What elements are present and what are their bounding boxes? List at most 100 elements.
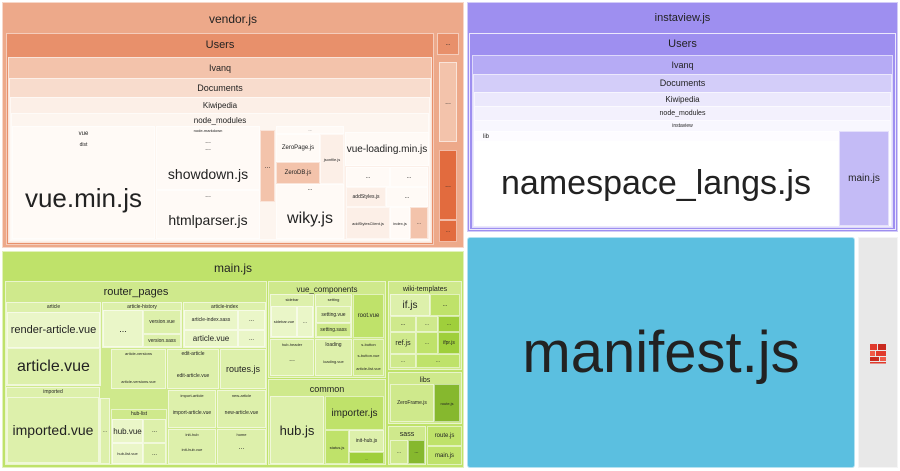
vendor-strip-4[interactable]: ... bbox=[439, 220, 457, 242]
article-index-ellipsis-box-2[interactable]: ... bbox=[238, 330, 265, 347]
wiki-misc-3[interactable]: ... bbox=[416, 316, 438, 332]
sass-route-file[interactable]: route.js bbox=[427, 426, 462, 446]
article-history-ellipsis-box[interactable]: ... bbox=[103, 310, 143, 347]
zeropage-file[interactable]: ZeroPage.js bbox=[276, 134, 320, 162]
import-article-folder[interactable]: import-article import-article.vue bbox=[168, 390, 216, 428]
htmlparser-folder[interactable]: ... htmlparser.js bbox=[156, 190, 260, 239]
common-ellipsis-box[interactable]: ... bbox=[349, 452, 384, 464]
vendor-strip-2[interactable]: ... bbox=[439, 62, 457, 142]
sidebar-ellipsis-box[interactable]: ... bbox=[297, 306, 313, 337]
wiki-templates-label: wiki-templates bbox=[402, 286, 448, 293]
instaview-lib-label: lib bbox=[483, 134, 490, 140]
wiki-misc-2[interactable]: ... bbox=[390, 316, 416, 332]
vue-loading-file[interactable]: vue-loading.min.js bbox=[345, 132, 429, 166]
article-index-ellipsis-box[interactable]: ... bbox=[238, 310, 265, 330]
wiky-folder[interactable]: ... wiky.js bbox=[276, 184, 344, 239]
setting-sass-file[interactable]: setting.sass bbox=[316, 323, 351, 337]
setting-vue-label: setting.vue bbox=[321, 311, 346, 318]
article-index-sass-file[interactable]: article-index.sass bbox=[184, 310, 238, 330]
status-file[interactable]: status.js bbox=[325, 430, 349, 464]
vendor-mini-4[interactable]: ... bbox=[410, 207, 428, 239]
article-index-ellipsis-2: ... bbox=[248, 335, 254, 342]
version-vue-file[interactable]: version.vue bbox=[143, 310, 181, 334]
hub-vue-file[interactable]: hub.vue bbox=[112, 419, 143, 443]
vendor-strip-4-ellipsis: ... bbox=[445, 228, 451, 234]
sass-misc-2[interactable]: ... bbox=[408, 440, 425, 464]
sass-main-file[interactable]: main.js bbox=[427, 446, 462, 465]
libs-route-file[interactable]: route.js bbox=[434, 384, 460, 422]
wiki-misc-6[interactable]: ... bbox=[390, 354, 416, 368]
wiki-misc-1[interactable]: ... bbox=[430, 294, 460, 316]
home-folder[interactable]: home ... bbox=[217, 429, 266, 464]
instaview-main-file[interactable]: main.js bbox=[839, 131, 889, 226]
article-index-label: article-index bbox=[211, 304, 238, 310]
article-index-vue-file[interactable]: article.vue bbox=[184, 330, 238, 347]
zeroframe-file[interactable]: ZeroFrame.js bbox=[390, 384, 434, 422]
libs-label: libs bbox=[419, 377, 431, 384]
addstylesclient-label: addStylesClient.js bbox=[352, 220, 384, 226]
addstylesclient-file[interactable]: addStylesClient.js bbox=[346, 207, 390, 239]
init-hub-js-file[interactable]: init-hub.js bbox=[349, 430, 384, 452]
htmlparser-label: htmlparser.js bbox=[168, 212, 248, 228]
init-hub-folder[interactable]: init-hub init-hub.vue bbox=[168, 429, 216, 464]
s-button-folder[interactable]: s-button s-button.vue article-list.vue bbox=[353, 339, 384, 376]
sass-misc-1[interactable]: ... bbox=[390, 440, 408, 464]
wiki-misc-7[interactable]: ... bbox=[416, 354, 460, 368]
wiky-label: wiky.js bbox=[287, 210, 333, 227]
namespace-langs-file[interactable]: namespace_langs.js bbox=[474, 141, 838, 226]
hub-list-vue-file[interactable]: hub-list.vue bbox=[112, 443, 143, 464]
vendor-mini-2[interactable]: ... bbox=[390, 167, 428, 187]
article-vue-file[interactable]: article.vue bbox=[7, 348, 100, 385]
vendor-mini-1-ellipsis: ... bbox=[365, 174, 371, 180]
article-label: article bbox=[46, 304, 61, 310]
setting-sass-label: setting.sass bbox=[320, 327, 347, 333]
hub-list-ellipsis-box[interactable]: ... bbox=[143, 419, 166, 443]
zerodb-file[interactable]: ZeroDB.js bbox=[276, 162, 320, 184]
ref-js-file[interactable]: ref.js bbox=[390, 332, 416, 354]
vendor-mini-1[interactable]: ... bbox=[346, 167, 390, 187]
vendor-strip-1[interactable]: ... bbox=[437, 33, 459, 55]
wiki-misc-2-ellipsis: ... bbox=[400, 321, 406, 327]
edit-article-folder[interactable]: edit-article edit-article.vue bbox=[167, 349, 219, 389]
vue-label: vue bbox=[78, 131, 89, 137]
sass-misc-2-ellipsis: ... bbox=[414, 449, 419, 455]
vue-folder[interactable]: vue dist vue.min.js bbox=[12, 126, 155, 239]
router-misc-1[interactable]: ... bbox=[100, 398, 110, 464]
hub-list-ellipsis-box-2[interactable]: ... bbox=[143, 443, 166, 464]
new-article-folder[interactable]: new-article new-article.vue bbox=[217, 390, 266, 428]
hub-js-file[interactable]: hub.js bbox=[270, 396, 324, 464]
wiki-misc-3-ellipsis: ... bbox=[424, 321, 430, 327]
addstyles-file[interactable]: addStyles.js bbox=[346, 187, 386, 207]
version-sass-file[interactable]: version.sass bbox=[143, 334, 181, 347]
routes-file[interactable]: routes.js bbox=[220, 349, 266, 389]
loading-folder[interactable]: loading loading.vue bbox=[315, 339, 352, 376]
wiki-misc-4[interactable]: ... bbox=[438, 316, 460, 332]
ifpr-js-file[interactable]: ifpr.js bbox=[438, 332, 460, 354]
import-article-label: import-article bbox=[180, 393, 204, 398]
root-vue-file[interactable]: root.vue bbox=[353, 294, 384, 338]
render-article-label: render-article.vue bbox=[10, 324, 97, 336]
wiki-misc-7-ellipsis: ... bbox=[435, 358, 441, 364]
hub-js-label: hub.js bbox=[279, 422, 315, 438]
small-chunk[interactable] bbox=[858, 237, 898, 468]
article-versions-folder[interactable]: article-versions article-versions.vue bbox=[111, 349, 166, 389]
manifest-bundle[interactable]: manifest.js bbox=[467, 237, 855, 468]
vendor-strip-3[interactable]: ... bbox=[439, 150, 457, 220]
wiki-misc-5[interactable]: ... bbox=[416, 332, 438, 354]
setting-vue-file[interactable]: setting.vue bbox=[316, 306, 351, 323]
if-js-file[interactable]: if.js bbox=[390, 294, 430, 316]
vendor-mini-3[interactable]: ... bbox=[386, 187, 428, 207]
instaview-main-label: main.js bbox=[848, 173, 880, 184]
jsonfile-file[interactable]: jsonfile.js bbox=[320, 134, 344, 184]
showdown-folder[interactable]: node-markdown ... ... showdown.js bbox=[156, 126, 260, 190]
vendor-strip-3-ellipsis: ... bbox=[445, 181, 451, 189]
zeropage-folder[interactable]: ... bbox=[276, 126, 344, 134]
render-article-file[interactable]: render-article.vue bbox=[7, 312, 100, 348]
index-file[interactable]: index.js bbox=[390, 207, 410, 239]
sidebar-vue-file[interactable]: sidebar.vue bbox=[271, 306, 297, 337]
libs-route-label: route.js bbox=[440, 400, 454, 406]
vendor-misc-1[interactable]: ... bbox=[260, 130, 275, 202]
importer-file[interactable]: importer.js bbox=[325, 396, 384, 430]
imported-vue-file[interactable]: imported.vue bbox=[7, 397, 99, 463]
hub-header-folder[interactable]: hub-header ... bbox=[270, 339, 314, 376]
